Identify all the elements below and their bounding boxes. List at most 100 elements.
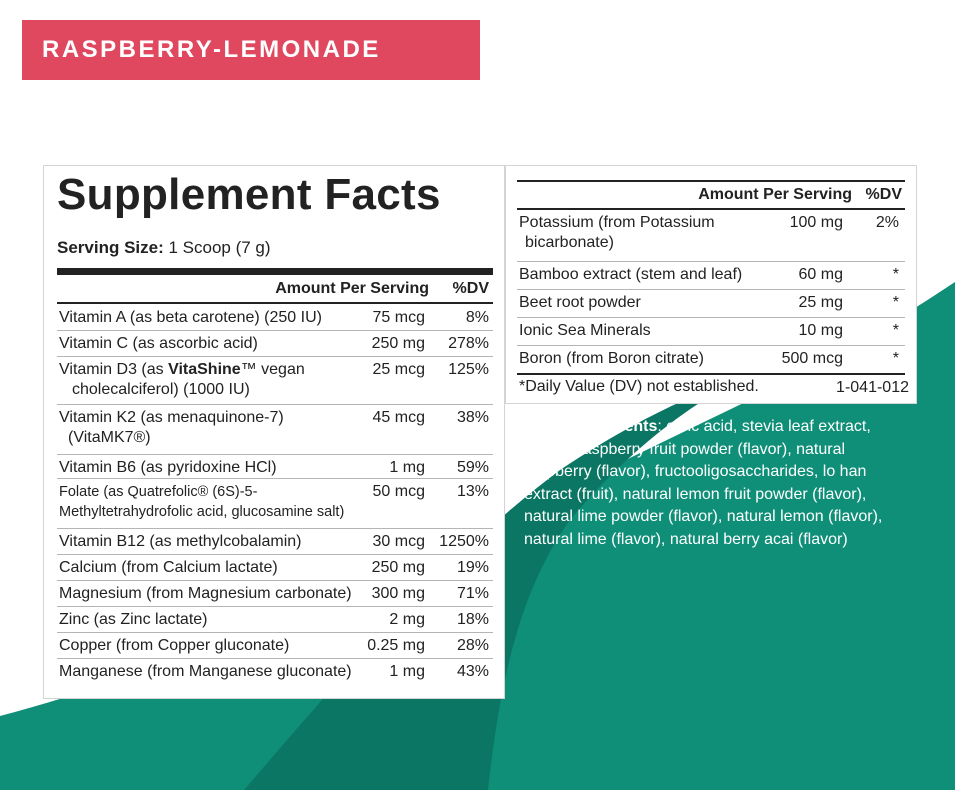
nutrient-name: Vitamin B6 (as pyridoxine HCl) [59, 459, 277, 476]
header-rule [517, 208, 905, 210]
nutrient-amount: 60 mg [798, 266, 843, 283]
table-row: Magnesium (from Magnesium carbonate) 300… [57, 581, 493, 607]
nutrient-amount: 1 mg [389, 663, 425, 680]
dv-footnote: *Daily Value (DV) not established. [519, 378, 759, 395]
nutrient-amount: 45 mcg [372, 409, 425, 426]
supplement-facts-panel-continued [505, 165, 917, 404]
nutrient-name: Ionic Sea Minerals [519, 322, 651, 339]
nutrient-name-line2: (VitaMK7®) [68, 429, 151, 446]
nutrient-amount: 250 mg [371, 559, 425, 576]
nutrient-dv: 1250% [439, 533, 489, 550]
thick-rule [57, 268, 493, 275]
table-row: Folate (as Quatrefolic® (6S)-5- Methyltet… [57, 479, 493, 529]
nutrient-amount: 2 mg [389, 611, 425, 628]
table-row: Copper (from Copper gluconate) 0.25 mg 2… [57, 633, 493, 659]
nutrient-amount: 300 mg [371, 585, 425, 602]
nutrient-name-line2: cholecalciferol) (1000 IU) [72, 381, 250, 398]
nutrient-dv: 2% [875, 214, 899, 231]
nutrient-name: Magnesium (from Magnesium carbonate) [59, 585, 352, 602]
nutrient-dv: 28% [456, 637, 489, 654]
nutrient-amount: 0.25 mg [367, 637, 425, 654]
nutrient-amount: 1 mg [389, 459, 425, 476]
table-row: Ionic Sea Minerals 10 mg * [517, 318, 905, 346]
nutrient-dv: * [892, 322, 899, 339]
nutrient-name: Vitamin K2 (as menaquinone-7) (VitaMK7®) [59, 408, 284, 448]
nutrient-name: Boron (from Boron citrate) [519, 350, 704, 367]
nutrient-name: Manganese (from Manganese gluconate) [59, 663, 352, 680]
panel-title: Supplement Facts [57, 170, 441, 219]
table-row: Vitamin B12 (as methylcobalamin) 30 mcg … [57, 529, 493, 555]
nutrient-dv: 38% [456, 409, 489, 426]
nutrient-name: Calcium (from Calcium lactate) [59, 559, 278, 576]
table-row: Potassium (from Potassium bicarbonate) 10… [517, 210, 905, 262]
nutrient-name: Vitamin D3 (as VitaShine™ vegan cholecalc… [59, 360, 305, 400]
table-row: Manganese (from Manganese gluconate) 1 m… [57, 659, 493, 687]
table-row: Bamboo extract (stem and leaf) 60 mg * [517, 262, 905, 290]
nutrient-name-part: Potassium (from Potassium [519, 214, 715, 231]
nutrient-name: Vitamin C (as ascorbic acid) [59, 335, 258, 352]
nutrient-dv: 59% [456, 459, 489, 476]
header-rule [57, 302, 493, 304]
nutrient-dv: * [892, 350, 899, 367]
nutrient-dv: * [892, 266, 899, 283]
nutrient-dv: 19% [456, 559, 489, 576]
serving-size-label: Serving Size: [57, 238, 164, 257]
nutrient-amount: 25 mg [798, 294, 843, 311]
column-header-amount: Amount Per Serving [275, 280, 429, 297]
nutrient-name: Vitamin B12 (as methylcobalamin) [59, 533, 302, 550]
nutrient-name: Zinc (as Zinc lactate) [59, 611, 208, 628]
serving-size: Serving Size: 1 Scoop (7 g) [57, 238, 271, 258]
supplement-facts-panel [43, 165, 505, 699]
thick-rule [517, 180, 905, 182]
brand-name: VitaShine [168, 361, 241, 378]
footer-rule [517, 373, 905, 375]
nutrient-name-line2: bicarbonate) [525, 234, 614, 251]
nutrient-name-part: Vitamin D3 (as [59, 361, 169, 378]
nutrient-amount: 500 mcg [781, 350, 843, 367]
nutrient-amount: 250 mg [371, 335, 425, 352]
table-row: Vitamin D3 (as VitaShine™ vegan cholecalc… [57, 357, 493, 405]
nutrient-amount: 75 mcg [372, 309, 425, 326]
nutrient-name-line2: Methyltetrahydrofolic acid, glucosamine … [59, 504, 345, 520]
column-header-dv: %DV [865, 186, 902, 203]
nutrient-dv: 8% [465, 309, 489, 326]
nutrient-amount: 25 mcg [372, 361, 425, 378]
flavor-banner: RASPBERRY-LEMONADE [22, 20, 480, 80]
column-header-amount: Amount Per Serving [698, 186, 852, 203]
nutrient-name: Potassium (from Potassium bicarbonate) [519, 213, 715, 253]
nutrient-dv: 18% [456, 611, 489, 628]
table-row: Boron (from Boron citrate) 500 mcg * [517, 346, 905, 374]
nutrient-dv: 43% [456, 663, 489, 680]
nutrient-name: Folate (as Quatrefolic® (6S)-5- Methyltet… [59, 482, 344, 522]
nutrient-amount: 100 mg [789, 214, 843, 231]
nutrient-name: Vitamin A (as beta carotene) (250 IU) [59, 309, 322, 326]
nutrient-name: Copper (from Copper gluconate) [59, 637, 290, 654]
table-row: Vitamin B6 (as pyridoxine HCl) 1 mg 59% [57, 455, 493, 479]
table-row: Beet root powder 25 mg * [517, 290, 905, 318]
serving-size-value: 1 Scoop (7 g) [163, 238, 271, 257]
table-row: Vitamin A (as beta carotene) (250 IU) 75… [57, 305, 493, 331]
nutrient-name-part: Vitamin K2 (as menaquinone-7) [59, 409, 284, 426]
flavor-name: RASPBERRY-LEMONADE [42, 36, 381, 63]
nutrient-amount: 10 mg [798, 322, 843, 339]
nutrient-name: Bamboo extract (stem and leaf) [519, 266, 743, 283]
column-header-dv: %DV [452, 280, 489, 297]
nutrient-dv: 278% [448, 335, 489, 352]
nutrient-dv: 71% [456, 585, 489, 602]
nutrient-name-part: Folate (as Quatrefolic® (6S)-5- [59, 484, 258, 500]
other-ingredients: Other Ingredients: citric acid, stevia l… [524, 416, 909, 552]
table-row: Vitamin C (as ascorbic acid) 250 mg 278% [57, 331, 493, 357]
nutrient-amount: 30 mcg [372, 533, 425, 550]
nutrient-name-part: ™ vegan [240, 361, 305, 378]
nutrient-name: Beet root powder [519, 294, 641, 311]
other-ingredients-label: Other Ingredients [524, 418, 658, 435]
table-row: Calcium (from Calcium lactate) 250 mg 19… [57, 555, 493, 581]
nutrient-dv: * [892, 294, 899, 311]
nutrient-dv: 125% [448, 361, 489, 378]
product-code: 1-041-012 [836, 379, 909, 396]
nutrient-amount: 50 mcg [372, 483, 425, 500]
table-row: Zinc (as Zinc lactate) 2 mg 18% [57, 607, 493, 633]
other-ingredients-text: : citric acid, stevia leaf extract, natu… [524, 418, 883, 548]
nutrient-dv: 13% [456, 483, 489, 500]
table-row: Vitamin K2 (as menaquinone-7) (VitaMK7®) … [57, 405, 493, 455]
